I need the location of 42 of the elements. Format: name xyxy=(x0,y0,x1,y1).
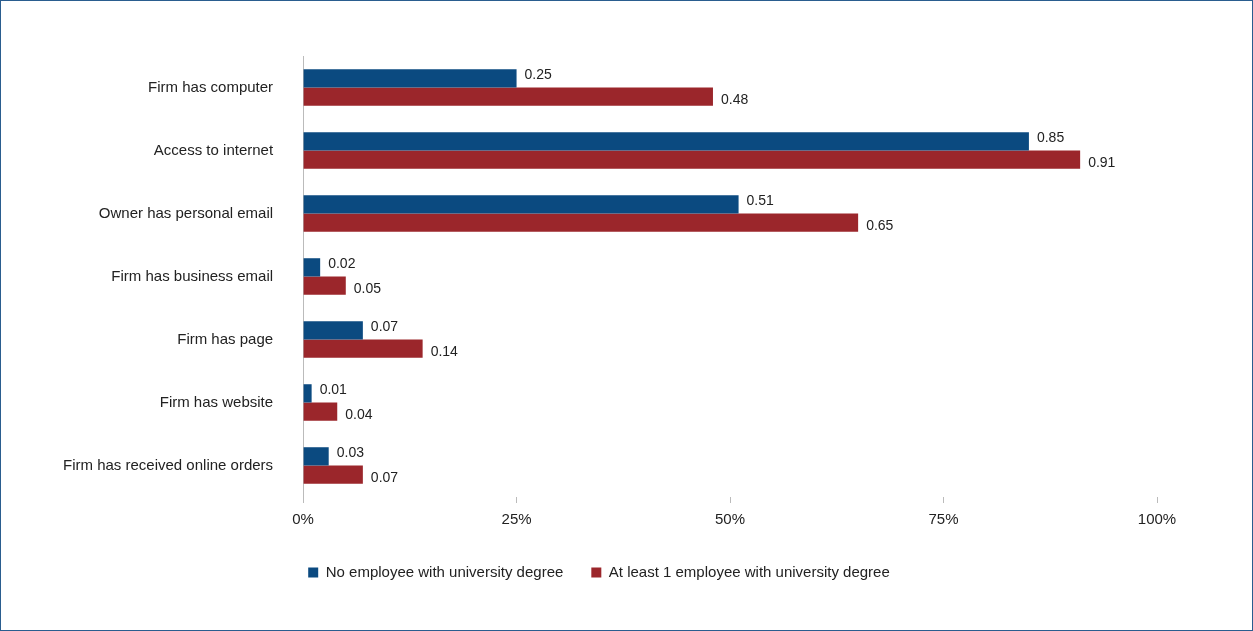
data-label: 0.51 xyxy=(746,192,775,209)
bar xyxy=(303,258,321,277)
data-label: 0.48 xyxy=(720,91,749,108)
y-tick-label: Owner has personal email xyxy=(98,203,274,221)
y-tick-label: Firm has website xyxy=(159,392,274,410)
bar xyxy=(303,213,859,232)
x-tick-label: 100% xyxy=(1137,510,1177,528)
legend-label: No employee with university degree xyxy=(325,562,564,580)
bar xyxy=(303,339,423,358)
data-label: 0.02 xyxy=(328,255,356,272)
bar xyxy=(303,150,1081,169)
data-label: 0.07 xyxy=(370,469,399,486)
bar xyxy=(303,402,338,421)
data-label: 0.03 xyxy=(336,444,365,461)
x-tick-label: 75% xyxy=(928,510,959,528)
bar xyxy=(303,69,517,88)
bar xyxy=(303,276,346,295)
x-tick-label: 25% xyxy=(501,510,532,528)
data-label: 0.91 xyxy=(1088,154,1116,171)
data-label: 0.85 xyxy=(1036,129,1065,146)
bar xyxy=(303,87,713,106)
data-label: 0.04 xyxy=(345,406,373,423)
bar xyxy=(303,384,312,403)
bar xyxy=(303,321,363,340)
x-tick-label: 50% xyxy=(715,510,746,528)
bar xyxy=(303,195,739,214)
bar xyxy=(303,132,1029,151)
data-label: 0.01 xyxy=(319,381,348,398)
data-label: 0.25 xyxy=(524,66,553,83)
x-tick-label: 0% xyxy=(292,510,314,528)
data-label: 0.07 xyxy=(370,318,399,335)
bar xyxy=(303,447,329,466)
data-label: 0.65 xyxy=(866,217,894,234)
y-tick-label: Firm has computer xyxy=(148,77,274,95)
legend-label: At least 1 employee with university degree xyxy=(608,562,890,580)
data-label: 0.14 xyxy=(430,343,459,360)
y-tick-label: Firm has page xyxy=(177,329,274,347)
y-tick-label: Firm has received online orders xyxy=(62,455,274,473)
data-label: 0.05 xyxy=(353,280,382,297)
y-tick-label: Access to internet xyxy=(153,140,274,158)
bar xyxy=(303,465,363,484)
y-tick-label: Firm has business email xyxy=(111,266,274,284)
